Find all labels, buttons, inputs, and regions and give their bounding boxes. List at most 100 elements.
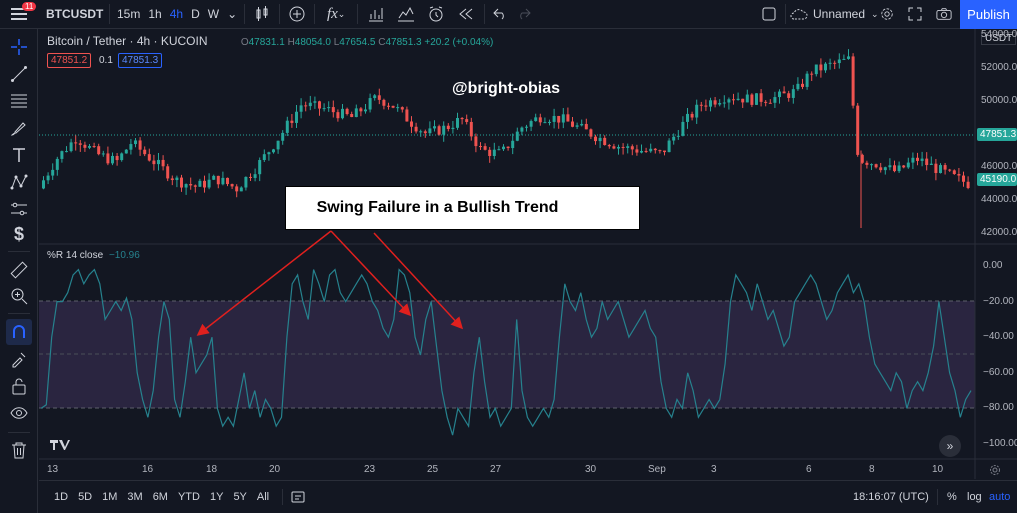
buy-price-button[interactable]: 47851.3 (118, 53, 163, 68)
range-button-1y[interactable]: 1Y (209, 491, 224, 503)
candle-body (911, 157, 915, 163)
candle-body (120, 153, 124, 161)
candle-body (170, 178, 174, 181)
percent-toggle[interactable]: % (947, 491, 957, 503)
symbol-legend[interactable]: Bitcoin / Tether · 4h · KUCOIN O47831.1 … (47, 34, 493, 48)
candle-body (612, 146, 616, 149)
separator (109, 4, 110, 24)
candle-body (791, 89, 795, 98)
candle-body (253, 174, 257, 178)
interval-1h[interactable]: 1h (148, 7, 162, 21)
candle-body (704, 105, 708, 107)
candle-body (322, 108, 326, 110)
alert-icon[interactable] (421, 0, 451, 29)
candles-icon[interactable] (248, 0, 276, 29)
pattern-icon[interactable] (6, 169, 32, 195)
interval-15m[interactable]: 15m (117, 7, 141, 21)
candle-body (469, 121, 473, 137)
wr-legend[interactable]: %R 14 close −10.96 (47, 250, 140, 261)
drawing-toolbar: $ (0, 29, 38, 513)
fullscreen-checkbox-icon[interactable] (758, 0, 780, 29)
log-toggle[interactable]: log (967, 491, 982, 503)
candle-body (851, 56, 855, 106)
candle-body (244, 176, 248, 188)
dollar-icon[interactable]: $ (13, 223, 24, 244)
magnet-icon[interactable] (6, 319, 32, 345)
interval-4h[interactable]: 4h (169, 7, 184, 21)
range-button-ytd[interactable]: YTD (177, 491, 200, 503)
interval-w[interactable]: W (207, 7, 220, 21)
candle-body (626, 146, 630, 148)
menu-icon[interactable]: 11 (0, 0, 38, 29)
crosshair-icon[interactable] (6, 34, 32, 60)
last-price-label: 47851.3 (977, 128, 1017, 141)
tradingview-logo-icon[interactable] (48, 435, 72, 455)
stay-in-drawing-icon[interactable] (6, 346, 32, 372)
interval-dropdown-icon[interactable]: ⌄ (227, 7, 238, 21)
range-button-6m[interactable]: 6M (152, 491, 168, 503)
scroll-to-realtime-icon[interactable]: » (939, 435, 961, 457)
annotation-arrows (196, 230, 464, 336)
candle-body (515, 131, 519, 141)
interval-d[interactable]: D (191, 7, 200, 21)
trash-icon[interactable] (6, 437, 32, 463)
prediction-icon[interactable] (6, 196, 32, 222)
axis-settings-gear-icon[interactable] (989, 463, 1001, 481)
trend-line-icon[interactable] (6, 61, 32, 87)
candle-body (442, 125, 446, 135)
text-tool-icon[interactable] (6, 142, 32, 168)
range-button-5y[interactable]: 5Y (233, 491, 247, 503)
layout-cloud-button[interactable]: Unnamed ⌄ (786, 0, 883, 29)
camera-icon[interactable] (932, 0, 956, 29)
auto-toggle[interactable]: auto (989, 491, 1011, 503)
range-button-1d[interactable]: 1D (54, 491, 69, 503)
ruler-icon[interactable] (6, 257, 32, 283)
range-button-1m[interactable]: 1M (102, 491, 118, 503)
range-button-all[interactable]: All (256, 491, 270, 503)
candle-body (42, 180, 45, 189)
undo-icon[interactable] (488, 0, 512, 29)
candle-body (741, 98, 745, 103)
candle-body (925, 158, 929, 165)
chart-area[interactable]: Bitcoin / Tether · 4h · KUCOIN O47831.1 … (39, 29, 1017, 479)
candle-body (828, 62, 832, 64)
candle-body (78, 143, 82, 145)
fib-retracement-icon[interactable] (6, 88, 32, 114)
candle-body (916, 157, 919, 161)
fullscreen-icon[interactable] (904, 0, 926, 29)
candle-body (46, 175, 50, 181)
redo-icon[interactable] (512, 0, 536, 29)
brush-icon[interactable] (6, 115, 32, 141)
symbol-search-button[interactable]: BTCUSDT (46, 7, 104, 21)
compare-add-icon[interactable] (283, 0, 311, 29)
templates-icon[interactable] (391, 0, 421, 29)
indicators-button[interactable]: fx ⌄ (326, 5, 346, 22)
candle-body (272, 149, 275, 153)
sell-price-button[interactable]: 47851.2 (47, 53, 92, 68)
candle-body (460, 117, 464, 120)
candle-body (603, 137, 607, 146)
range-button-5d[interactable]: 5D (78, 491, 93, 503)
candle-body (580, 123, 584, 126)
candle-body (281, 132, 285, 141)
price-tick: 54000.0 (981, 29, 1017, 40)
date-range-icon[interactable] (291, 491, 305, 503)
candle-body (396, 107, 400, 109)
clock-time[interactable]: 18:16:07 (UTC) (853, 491, 929, 503)
settings-gear-icon[interactable] (876, 0, 898, 29)
chart-canvas[interactable] (39, 29, 1017, 479)
candle-body (681, 121, 685, 136)
candle-body (962, 175, 965, 182)
layout-name: Unnamed (813, 7, 866, 21)
financials-icon[interactable] (361, 0, 391, 29)
candle-body (778, 91, 781, 98)
candle-body (842, 58, 846, 60)
range-button-3m[interactable]: 3M (127, 491, 143, 503)
zoom-in-icon[interactable] (6, 283, 32, 309)
replay-icon[interactable] (451, 0, 481, 29)
candle-body (410, 121, 413, 127)
lock-icon[interactable] (6, 373, 32, 399)
publish-button[interactable]: Publish (960, 0, 1017, 29)
eye-icon[interactable] (6, 400, 32, 426)
currency-label[interactable]: USDT (981, 32, 1017, 45)
